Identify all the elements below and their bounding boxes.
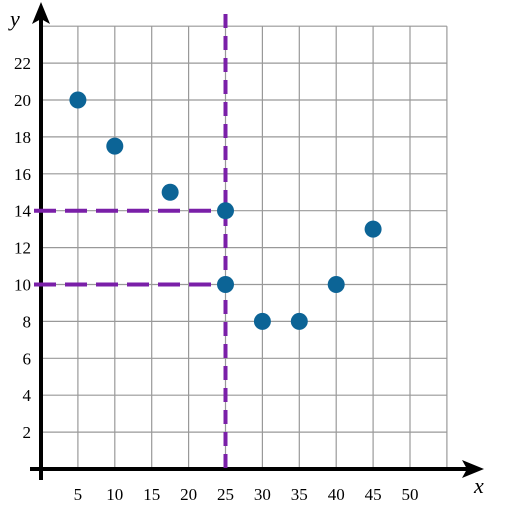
- data-point: [217, 276, 234, 293]
- data-point: [253, 312, 271, 330]
- data-point: [327, 276, 345, 293]
- grid: [41, 25, 448, 469]
- tick-labels: 5 10 15 20 25 30 35 40 45 50 2 4 6 8 10 12 14 16 18 20 22: [14, 54, 419, 504]
- y-tick-label: 22: [14, 54, 31, 73]
- y-axis-arrow: [32, 2, 50, 24]
- y-tick-label: 14: [14, 202, 32, 221]
- axes: [30, 2, 484, 480]
- x-tick-label: 25: [217, 485, 234, 504]
- x-tick-label: 35: [291, 485, 308, 504]
- x-axis-title: x: [473, 473, 484, 498]
- x-tick-label: 40: [328, 485, 345, 504]
- data-point: [364, 220, 382, 238]
- y-tick-label: 8: [23, 312, 32, 331]
- y-tick-label: 4: [23, 386, 32, 405]
- data-points: [69, 91, 382, 330]
- y-tick-label: 18: [14, 128, 31, 147]
- y-tick-label: 2: [23, 423, 32, 442]
- y-tick-label: 16: [14, 165, 31, 184]
- x-tick-label: 10: [106, 485, 123, 504]
- y-axis-title: y: [8, 6, 20, 31]
- data-point: [161, 183, 179, 201]
- data-point: [69, 91, 87, 109]
- x-axis-arrow: [462, 460, 484, 478]
- y-tick-label: 10: [14, 276, 31, 295]
- data-point: [290, 312, 308, 330]
- reference-lines: [34, 14, 228, 469]
- x-tick-label: 30: [254, 485, 271, 504]
- data-point: [106, 137, 124, 155]
- x-tick-label: 15: [143, 485, 160, 504]
- y-tick-label: 20: [14, 91, 31, 110]
- x-tick-label: 5: [74, 485, 83, 504]
- x-tick-label: 45: [365, 485, 382, 504]
- y-tick-label: 6: [23, 349, 32, 368]
- x-tick-label: 20: [180, 485, 197, 504]
- x-tick-label: 50: [402, 485, 419, 504]
- y-tick-label: 12: [14, 239, 31, 258]
- data-point: [217, 202, 234, 220]
